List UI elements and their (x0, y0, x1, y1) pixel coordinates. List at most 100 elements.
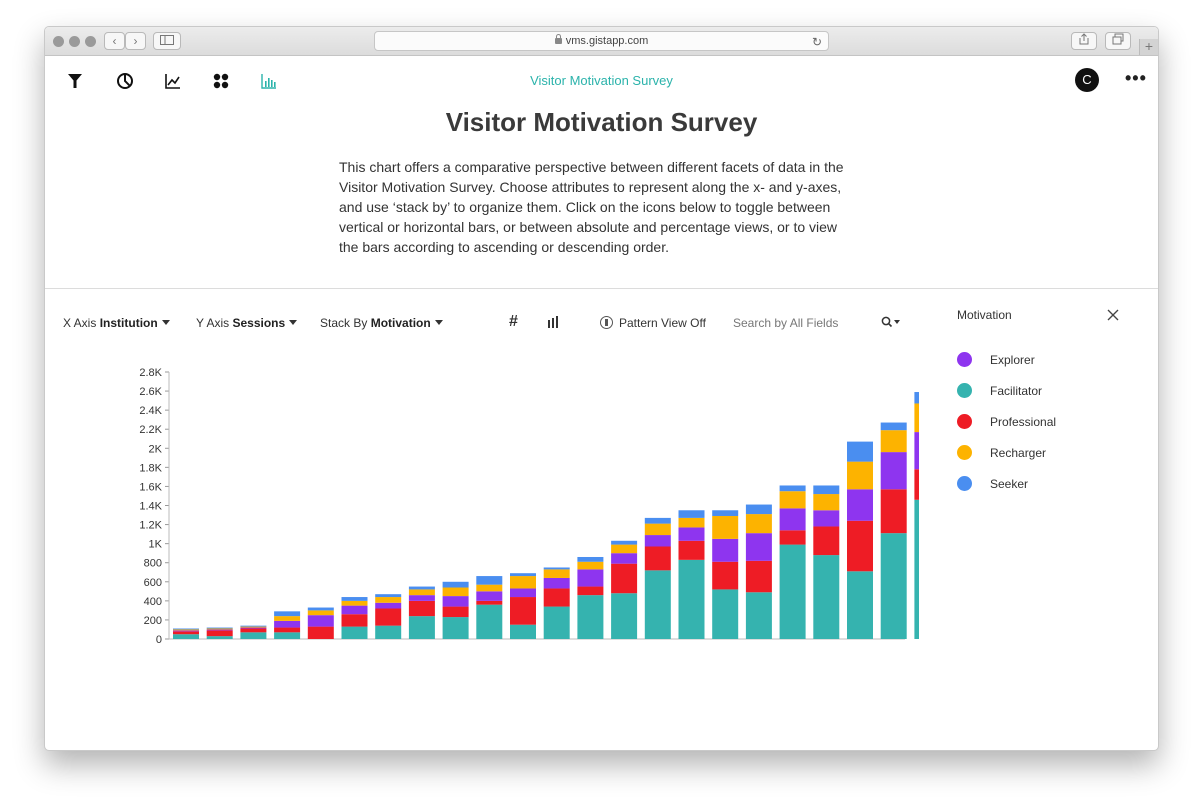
bar-segment-explorer (240, 627, 267, 629)
bar-segment-explorer (577, 569, 604, 587)
address-bar[interactable]: vms.gistapp.com ↻ (374, 31, 829, 51)
y-tick-label: 2.8K (139, 367, 162, 379)
bar-segment-professional (611, 563, 638, 594)
bar-segment-seeker (644, 517, 671, 524)
bar-segment-facilitator (914, 499, 919, 639)
filter-icon[interactable] (65, 71, 85, 91)
y-axis-dropdown[interactable]: Y Axis Sessions (196, 316, 298, 330)
browser-window: ‹ › vms.gistapp.com ↻ + Visito (44, 26, 1159, 751)
y-tick-label: 1.4K (139, 501, 162, 513)
y-tick-label: 800 (144, 558, 162, 570)
bar-segment-professional (847, 520, 873, 572)
bar-segment-professional (341, 614, 368, 627)
bar-segment-recharger (206, 628, 233, 630)
zoom-window-button[interactable] (85, 36, 96, 47)
bar-segment-explorer (173, 630, 199, 632)
y-tick-label: 2.2K (139, 424, 162, 436)
stack-by-dropdown[interactable]: Stack By Motivation (320, 316, 443, 330)
stack-by-value: Motivation (370, 316, 431, 330)
bar-segment-seeker (307, 607, 334, 611)
bar-segment-recharger (644, 523, 671, 536)
bar-segment-seeker (813, 485, 840, 495)
bar-segment-facilitator (240, 632, 267, 639)
share-button[interactable] (1071, 32, 1097, 50)
legend-label: Seeker (990, 477, 1029, 491)
back-button[interactable]: ‹ (104, 32, 125, 50)
bar-segment-recharger (779, 491, 806, 509)
legend-label: Recharger (990, 446, 1047, 460)
app-header-title: Visitor Motivation Survey (530, 73, 673, 88)
lock-icon (554, 34, 562, 44)
y-tick-label: 1.2K (139, 520, 162, 532)
bar-segment-facilitator (880, 533, 907, 639)
y-tick-label: 2K (149, 443, 163, 455)
line-chart-icon[interactable] (163, 71, 183, 91)
bar-segment-recharger (543, 569, 570, 578)
more-options-icon[interactable]: ••• (1125, 68, 1147, 88)
bar-segment-recharger (712, 515, 739, 539)
pie-chart-icon[interactable] (115, 71, 135, 91)
bar-segment-explorer (476, 591, 503, 601)
minimize-window-button[interactable] (69, 36, 80, 47)
close-icon[interactable] (1107, 309, 1119, 321)
absolute-view-toggle[interactable]: # (509, 313, 518, 330)
x-axis-value: Institution (99, 316, 158, 330)
reload-icon[interactable]: ↻ (811, 35, 822, 49)
search-icon[interactable] (881, 316, 903, 328)
bar-segment-professional (813, 526, 840, 556)
search-input[interactable]: Search by All Fields (733, 316, 839, 330)
bar-segment-professional (240, 628, 267, 633)
bar-segment-explorer (880, 452, 907, 490)
bar-segment-recharger (307, 610, 334, 616)
caret-down-icon (434, 320, 443, 325)
bar-segment-recharger (577, 561, 604, 570)
bar-chart-icon[interactable] (259, 71, 279, 91)
x-axis-dropdown[interactable]: X Axis Institution (63, 316, 170, 330)
forward-button[interactable]: › (125, 32, 146, 50)
bar-segment-professional (543, 588, 570, 607)
tabs-button[interactable] (1105, 32, 1131, 50)
bar-segment-facilitator (543, 606, 570, 639)
vertical-bars-toggle-icon[interactable] (547, 316, 561, 328)
bar-segment-explorer (408, 595, 435, 601)
legend-swatch (957, 414, 972, 429)
bar-segment-recharger (408, 589, 435, 596)
bar-segment-seeker (274, 611, 301, 617)
bar-segment-facilitator (442, 617, 469, 639)
bar-segment-explorer (745, 533, 772, 561)
sidebar-toggle-button[interactable] (153, 32, 181, 50)
new-tab-button[interactable]: + (1139, 39, 1158, 55)
y-tick-label: 200 (144, 615, 162, 627)
bar-segment-explorer (644, 535, 671, 547)
bar-segment-explorer (847, 489, 873, 521)
bar-segment-facilitator (745, 592, 772, 639)
bar-segment-recharger (510, 576, 536, 589)
bar-segment-facilitator (510, 624, 536, 639)
bar-segment-recharger (678, 517, 705, 528)
bar-segment-seeker (611, 540, 638, 545)
bar-segment-explorer (510, 588, 536, 598)
bar-segment-professional (274, 627, 301, 633)
bar-segment-recharger (341, 600, 368, 606)
bar-segment-professional (510, 597, 536, 625)
bar-segment-seeker (745, 504, 772, 515)
bar-segment-recharger (813, 494, 840, 511)
bar-segment-professional (644, 546, 671, 571)
bar-segment-facilitator (375, 625, 402, 639)
caret-down-icon (161, 320, 170, 325)
grid-icon[interactable] (211, 71, 231, 91)
chevron-right-icon: › (133, 34, 138, 48)
bar-segment-facilitator (408, 616, 435, 639)
divider (45, 288, 1158, 289)
close-window-button[interactable] (53, 36, 64, 47)
bar-segment-seeker (206, 627, 233, 629)
page-title: Visitor Motivation Survey (445, 107, 758, 137)
bar-segment-seeker (779, 485, 806, 492)
bar-segment-explorer (813, 510, 840, 527)
bar-segment-facilitator (847, 571, 873, 639)
pattern-view-toggle[interactable]: Pattern View Off (600, 316, 706, 330)
bar-segment-explorer (712, 538, 739, 562)
y-axis-value: Sessions (232, 316, 286, 330)
bar-segment-facilitator (779, 544, 806, 639)
avatar[interactable]: C (1075, 68, 1099, 92)
